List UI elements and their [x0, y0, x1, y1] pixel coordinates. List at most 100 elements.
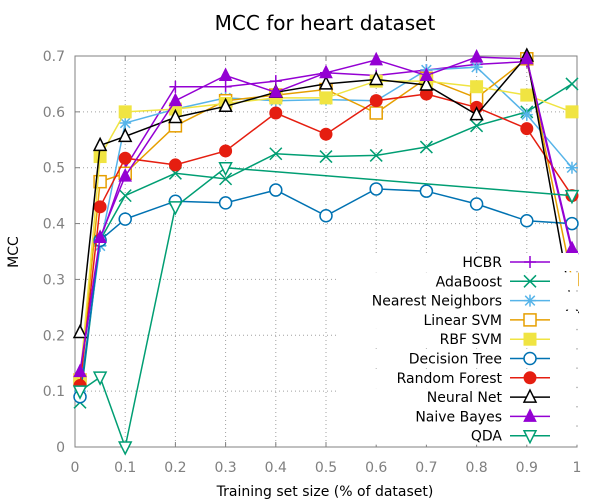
data-point-neural-net: [168, 108, 183, 124]
y-tick-label: 0.7: [43, 49, 65, 65]
y-axis-label: MCC: [6, 236, 22, 268]
data-point-decision-tree: [319, 209, 333, 223]
y-tick-label: 0: [56, 440, 65, 456]
x-tick-label: 0.8: [465, 460, 487, 476]
series-line-qda: [79, 166, 573, 450]
legend-item-background: [338, 253, 578, 271]
data-point-naive-bayes: [469, 48, 484, 63]
data-point-decision-tree: [469, 197, 484, 211]
data-point-rbf-svm: [520, 88, 534, 102]
series-line-random-forest: [79, 93, 573, 386]
y-tick-label: 0.1: [43, 384, 65, 400]
legend-label-rbf-svm: RBF SVM: [440, 332, 502, 348]
x-tick-label: 1: [573, 460, 582, 476]
legend-item-background: [338, 388, 578, 407]
x-tick-label: 0.3: [214, 460, 236, 476]
legend-item-linear-svm: Linear SVM: [338, 310, 578, 329]
data-point-rbf-svm: [319, 91, 333, 105]
legend-marker-adaboost: [523, 274, 537, 288]
data-point-neural-net: [368, 70, 384, 86]
series-line-adaboost: [79, 83, 573, 403]
legend-marker-linear-svm: [523, 313, 537, 327]
legend-label-random-forest: Random Forest: [397, 371, 503, 387]
data-point-qda: [92, 371, 108, 386]
legend-marker-neural-net: [522, 388, 538, 403]
series-qda: [72, 161, 580, 456]
legend-item-neural-net: Neural Net: [338, 388, 578, 407]
data-point-decision-tree: [269, 183, 283, 197]
legend-item-rbf-svm: RBF SVM: [338, 330, 578, 349]
x-tick-label: 0.6: [365, 460, 387, 476]
data-point-rbf-svm: [470, 80, 484, 94]
data-point-qda: [72, 385, 88, 400]
data-point-neural-net: [72, 323, 88, 339]
series-line-nearest-neighbors: [79, 66, 573, 392]
data-point-nearest-neighbors: [520, 108, 533, 121]
data-point-linear-svm: [369, 106, 383, 120]
data-point-naive-bayes: [73, 363, 87, 378]
x-tick-label: 0.9: [516, 460, 538, 476]
data-point-neural-net: [318, 75, 334, 90]
legend-label-neural-net: Neural Net: [427, 390, 503, 406]
data-point-adaboost: [369, 148, 383, 162]
legend-item-decision-tree: Decision Tree: [338, 349, 578, 368]
y-tick-label: 0.4: [43, 217, 65, 233]
data-point-random-forest: [168, 158, 182, 172]
data-point-adaboost: [269, 147, 283, 161]
x-tick-label: 0.5: [315, 460, 337, 476]
data-point-random-forest: [520, 122, 534, 136]
legend-label-qda: QDA: [471, 429, 503, 445]
data-point-neural-net: [469, 105, 484, 121]
data-point-hcbr: [169, 80, 182, 93]
legend-marker-hcbr: [524, 256, 536, 268]
chart-title: MCC for heart dataset: [215, 11, 436, 35]
data-point-decision-tree: [369, 182, 383, 196]
x-tick-label: 0.2: [164, 460, 186, 476]
legend-item-nearest-neighbors: Nearest Neighbors: [338, 291, 578, 310]
y-tick-label: 0.6: [43, 105, 65, 121]
series-naive-bayes: [73, 48, 579, 378]
legend-item-background: [338, 368, 578, 387]
data-point-neural-net: [117, 127, 133, 143]
legend-item-background: [338, 330, 578, 349]
data-point-nearest-neighbors: [470, 61, 483, 74]
data-point-naive-bayes: [319, 64, 333, 79]
data-point-random-forest: [219, 144, 233, 158]
data-point-naive-bayes: [118, 167, 133, 182]
series-line-naive-bayes: [79, 56, 573, 372]
data-point-adaboost: [118, 189, 132, 203]
data-point-decision-tree: [520, 214, 534, 228]
legend: HCBR AdaBoost Nearest Neighbors Linear SVM R…: [338, 253, 578, 445]
data-point-random-forest: [369, 94, 383, 108]
series-line-rbf-svm: [79, 80, 573, 381]
data-point-qda: [218, 161, 233, 177]
series-decision-tree: [73, 182, 579, 404]
legend-marker-decision-tree: [523, 351, 537, 366]
data-point-rbf-svm: [565, 105, 579, 119]
y-tick-label: 0.2: [43, 328, 65, 344]
legend-marker-qda: [522, 429, 538, 445]
x-tick-label: 0.4: [265, 460, 287, 476]
axis-ticks: 0 0.1 0.2 0.3 0.4 0.5 0.6 0.7 0.8 0.9 1 0 0.1 0.2 0.3 0…: [43, 49, 582, 476]
legend-label-decision-tree: Decision Tree: [409, 352, 502, 368]
data-point-hcbr: [219, 80, 232, 93]
data-point-adaboost: [470, 119, 484, 133]
x-axis-label: Training set size (% of dataset): [216, 484, 434, 500]
data-point-random-forest: [319, 127, 333, 141]
y-tick-label: 0.3: [43, 272, 65, 288]
legend-label-naive-bayes: Naive Bayes: [415, 409, 502, 425]
data-point-naive-bayes: [93, 229, 107, 244]
legend-label-linear-svm: Linear SVM: [423, 313, 502, 329]
x-tick-label: 0.7: [415, 460, 437, 476]
legend-label-adaboost: AdaBoost: [436, 274, 503, 290]
legend-marker-nearest-neighbors: [524, 294, 536, 307]
legend-item-background: [338, 291, 578, 310]
data-point-adaboost: [219, 172, 233, 186]
data-point-random-forest: [269, 106, 283, 120]
data-point-naive-bayes: [369, 51, 384, 66]
data-point-random-forest: [118, 151, 132, 165]
data-point-qda: [168, 201, 183, 216]
data-point-rbf-svm: [118, 105, 132, 119]
